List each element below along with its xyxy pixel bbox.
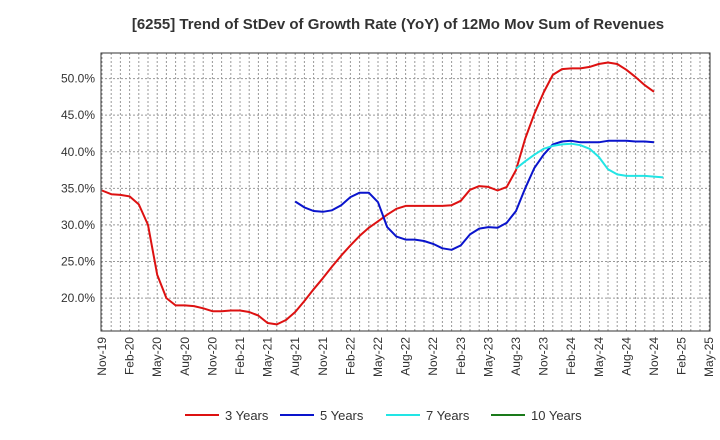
x-tick-label: Feb-21	[233, 337, 247, 375]
x-tick-label: Feb-20	[123, 337, 137, 375]
y-tick-label: 35.0%	[61, 181, 95, 195]
x-tick-label: Nov-23	[537, 337, 551, 376]
legend-label: 5 Years	[320, 408, 364, 423]
y-tick-label: 50.0%	[61, 72, 95, 86]
x-tick-label: May-22	[371, 337, 385, 377]
x-tick-label: Feb-23	[454, 337, 468, 375]
x-tick-label: Aug-23	[509, 337, 523, 376]
series-line-5-years	[294, 139, 655, 251]
series-line-7-years	[515, 142, 664, 179]
chart-title: [6255] Trend of StDev of Growth Rate (Yo…	[132, 16, 664, 33]
y-axis-ticks: 20.0% 25.0% 30.0% 35.0% 40.0% 45.0% 50.0%	[61, 72, 95, 305]
y-tick-label: 20.0%	[61, 291, 95, 305]
y-tick-label: 40.0%	[61, 145, 95, 159]
y-tick-label: 45.0%	[61, 108, 95, 122]
legend-label: 10 Years	[531, 408, 582, 423]
x-tick-label: Aug-20	[178, 337, 192, 376]
series-line-3-years	[101, 61, 655, 326]
x-tick-label: Aug-22	[399, 337, 413, 376]
plot-frame	[100, 52, 711, 332]
x-tick-label: Feb-25	[675, 337, 689, 375]
x-tick-label: May-23	[481, 337, 495, 377]
x-tick-label: Feb-24	[564, 337, 578, 375]
x-tick-label: Nov-21	[316, 337, 330, 376]
x-tick-label: Aug-24	[619, 337, 633, 376]
x-tick-label: Nov-20	[205, 337, 219, 376]
x-tick-label: Nov-19	[95, 337, 109, 376]
x-axis-ticks: Nov-19 Feb-20 May-20 Aug-20 Nov-20 Feb-21 May-…	[95, 337, 716, 377]
legend: 3 Years 5 Years 7 Years 10 Years	[185, 408, 582, 423]
x-tick-label: Feb-22	[343, 337, 357, 375]
x-tick-label: May-24	[592, 337, 606, 377]
x-tick-label: Nov-22	[426, 337, 440, 376]
grid	[101, 53, 710, 331]
y-tick-label: 30.0%	[61, 218, 95, 232]
x-tick-label: May-20	[150, 337, 164, 377]
x-tick-label: May-25	[702, 337, 716, 377]
y-tick-label: 25.0%	[61, 255, 95, 269]
series-lines	[101, 61, 664, 326]
legend-label: 3 Years	[225, 408, 269, 423]
x-tick-label: May-21	[261, 337, 275, 377]
legend-label: 7 Years	[426, 408, 470, 423]
x-tick-label: Aug-21	[288, 337, 302, 376]
x-tick-label: Nov-24	[647, 337, 661, 376]
